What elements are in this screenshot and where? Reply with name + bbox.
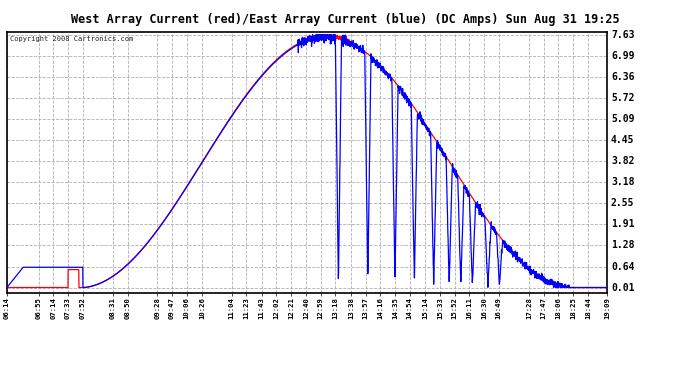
Text: 4.45: 4.45: [611, 135, 635, 145]
Text: 3.18: 3.18: [611, 177, 635, 187]
Text: 5.72: 5.72: [611, 93, 635, 103]
Text: 3.82: 3.82: [611, 156, 635, 166]
Text: 7.63: 7.63: [611, 30, 635, 39]
Text: 1.91: 1.91: [611, 219, 635, 230]
Text: 2.55: 2.55: [611, 198, 635, 208]
Text: 5.09: 5.09: [611, 114, 635, 124]
Text: Copyright 2008 Cartronics.com: Copyright 2008 Cartronics.com: [10, 36, 133, 42]
Text: 0.64: 0.64: [611, 262, 635, 272]
Text: West Array Current (red)/East Array Current (blue) (DC Amps) Sun Aug 31 19:25: West Array Current (red)/East Array Curr…: [70, 13, 620, 26]
Text: 1.28: 1.28: [611, 240, 635, 250]
Text: 6.99: 6.99: [611, 51, 635, 61]
Text: 6.36: 6.36: [611, 72, 635, 82]
Text: 0.01: 0.01: [611, 282, 635, 292]
